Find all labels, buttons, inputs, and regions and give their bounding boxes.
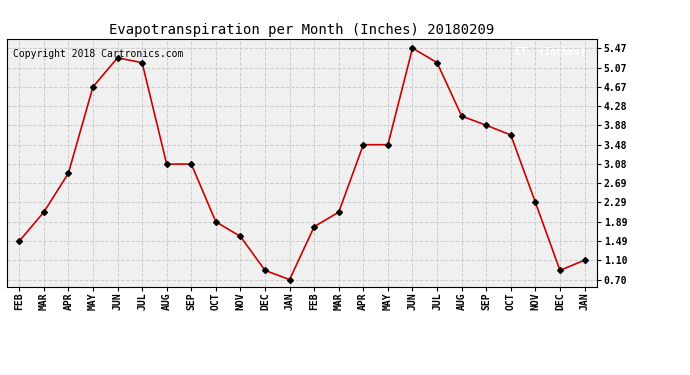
Title: Evapotranspiration per Month (Inches) 20180209: Evapotranspiration per Month (Inches) 20… (109, 23, 495, 37)
Text: ET  (Inches): ET (Inches) (515, 46, 586, 57)
Text: Copyright 2018 Cartronics.com: Copyright 2018 Cartronics.com (13, 49, 183, 59)
